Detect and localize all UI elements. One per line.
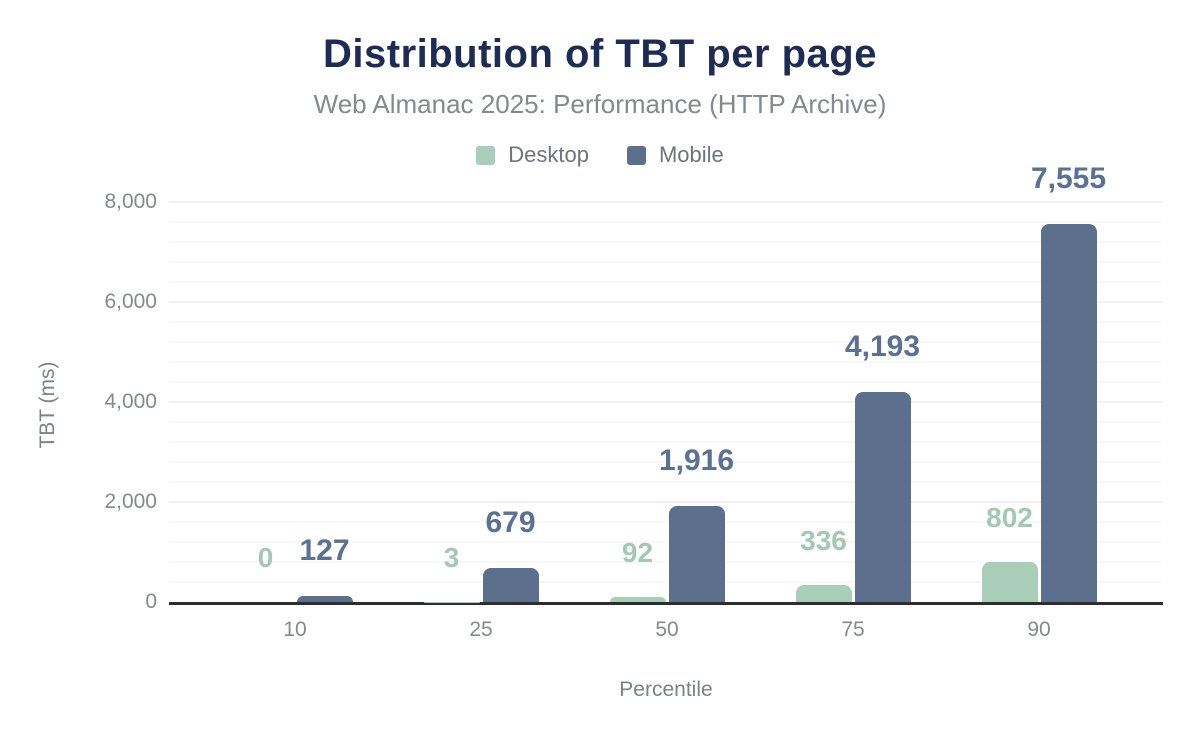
value-label-mobile-p10: 127 xyxy=(299,533,350,567)
gridline-minor xyxy=(169,241,1163,243)
gridline-minor xyxy=(169,581,1163,583)
y-tick-label-8000: 8,000 xyxy=(104,190,157,213)
plot-area: 0 2,000 4,000 6,000 8,000 10 0 127 25 3 679 50 92 1,9… xyxy=(104,164,1163,641)
bar-desktop-p50[interactable] xyxy=(609,597,666,602)
value-label-desktop-p10: 0 xyxy=(257,542,274,573)
value-label-mobile-p50: 1,916 xyxy=(658,444,735,478)
bar-mobile-p75[interactable] xyxy=(854,392,911,602)
y-axis-title: TBT (ms) xyxy=(36,361,59,449)
gridline-minor xyxy=(169,561,1163,563)
gridline-minor xyxy=(169,321,1163,323)
chart-title: Distribution of TBT per page xyxy=(323,32,877,76)
gridline-minor xyxy=(169,281,1163,283)
value-label-mobile-p75: 4,193 xyxy=(844,330,921,364)
bar-mobile-p25[interactable] xyxy=(482,568,539,602)
value-label-mobile-p90: 7,555 xyxy=(1030,162,1107,196)
bar-desktop-p90[interactable] xyxy=(981,561,1038,602)
x-tick-label-50: 50 xyxy=(655,618,679,641)
legend: Desktop Mobile xyxy=(0,142,1200,168)
legend-label-mobile: Mobile xyxy=(658,142,724,167)
legend-item-desktop[interactable]: Desktop xyxy=(476,142,589,168)
value-label-desktop-p75: 336 xyxy=(800,525,847,557)
value-label-mobile-p25: 679 xyxy=(485,506,536,540)
legend-label-desktop: Desktop xyxy=(508,142,589,167)
chart-subtitle: Web Almanac 2025: Performance (HTTP Arch… xyxy=(313,89,887,119)
y-tick-label-2000: 2,000 xyxy=(104,490,157,513)
gridline-major xyxy=(169,501,1163,503)
gridline-major xyxy=(169,201,1163,203)
gridline-minor xyxy=(169,341,1163,343)
gridline-minor xyxy=(169,361,1163,363)
y-tick-label-6000: 6,000 xyxy=(104,290,157,313)
legend-swatch-desktop-icon xyxy=(476,145,496,165)
gridline-minor xyxy=(169,261,1163,263)
bar-mobile-p90[interactable] xyxy=(1040,224,1097,602)
gridline-minor xyxy=(169,421,1163,423)
gridline-minor xyxy=(169,521,1163,523)
gridline-minor xyxy=(169,541,1163,543)
bar-desktop-p75[interactable] xyxy=(795,585,852,602)
gridline-minor xyxy=(169,441,1163,443)
y-tick-label-4000: 4,000 xyxy=(104,390,157,413)
legend-item-mobile[interactable]: Mobile xyxy=(626,142,724,168)
value-label-desktop-p90: 802 xyxy=(986,501,1033,533)
x-tick-label-90: 90 xyxy=(1027,618,1051,641)
legend-swatch-mobile-icon xyxy=(626,145,646,165)
gridline-major xyxy=(169,401,1163,403)
gridline-minor xyxy=(169,461,1163,463)
y-tick-label-0: 0 xyxy=(145,590,157,613)
gridline-minor xyxy=(169,221,1163,223)
x-tick-label-75: 75 xyxy=(841,618,865,641)
bar-mobile-p10[interactable] xyxy=(296,595,353,602)
x-axis-title: Percentile xyxy=(619,678,713,701)
gridline-major xyxy=(169,301,1163,303)
value-label-desktop-p25: 3 xyxy=(443,541,460,573)
gridline-minor xyxy=(169,381,1163,383)
gridline-minor xyxy=(169,481,1163,483)
value-label-desktop-p50: 92 xyxy=(621,537,654,569)
x-tick-label-10: 10 xyxy=(283,618,307,641)
bar-mobile-p50[interactable] xyxy=(668,506,725,602)
x-tick-label-25: 25 xyxy=(469,618,493,641)
